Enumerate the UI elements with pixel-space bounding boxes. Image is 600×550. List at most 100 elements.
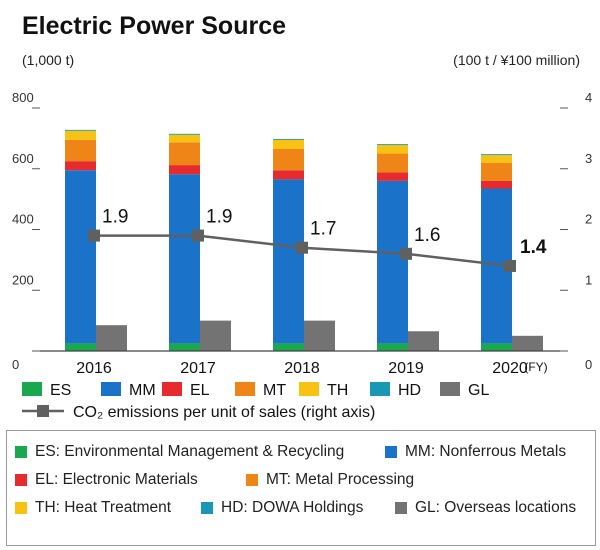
bar-segment-el-2018 [273,170,304,180]
legend-label-el: EL [190,382,210,399]
co2-value-label: 1.6 [414,225,440,246]
x-tick-label: 2017 [180,360,216,377]
key-item-mm: MM: Nonferrous Metals [385,443,566,461]
bar-segment-th-2017 [169,134,200,143]
bar-gl-2017 [200,320,231,351]
key-item-th: TH: Heat Treatment [15,499,171,517]
bar-gl-2018 [304,320,335,351]
co2-value-label: 1.7 [310,219,336,240]
co2-value-label: 1.4 [520,237,547,258]
left-tick-label: 600 [12,151,34,166]
bar-segment-th-2019 [377,145,408,154]
legend-label-gl: GL [468,382,489,399]
legend-swatch-mt [235,382,255,396]
bar-segment-th-2016 [65,130,96,140]
bar-segment-el-2020 [481,180,512,189]
right-tick-label: 3 [585,151,592,166]
legend-swatch-hd [370,382,390,396]
bar-segment-th-2020 [481,155,512,163]
right-axis-unit: (100 t / ¥100 million) [453,52,580,68]
bar-segment-el-2019 [377,172,408,181]
right-tick-label: 1 [585,272,592,287]
key-item-hd: HD: DOWA Holdings [201,499,363,517]
bar-segment-es-2020 [481,343,512,351]
key-item-es: ES: Environmental Management & Recycling [15,443,344,461]
co2-value-label: 1.9 [102,207,128,228]
legend-label-mt: MT [263,382,286,399]
right-tick-label: 2 [585,212,592,227]
bar-segment-mm-2016 [65,170,96,344]
x-tick-label: 2019 [388,360,424,377]
legend-label-hd: HD [398,382,421,399]
key-item-mt: MT: Metal Processing [246,471,414,489]
bar-segment-mt-2017 [169,142,200,166]
bar-segment-es-2016 [65,343,96,351]
bar-segment-el-2017 [169,165,200,175]
bar-segment-hd-2017 [169,133,200,135]
left-axis-unit: (1,000 t) [22,52,75,68]
co2-point-2019 [400,247,412,260]
bar-segment-hd-2019 [377,144,408,146]
bar-segment-hd-2020 [481,154,512,156]
bar-segment-th-2018 [273,139,304,150]
bar-gl-2019 [408,331,439,351]
bar-segment-hd-2018 [273,138,304,140]
key-item-gl: GL: Overseas locations [395,499,576,517]
key-swatch-el [15,474,27,486]
bar-gl-2016 [96,325,127,351]
key-swatch-th [15,502,27,514]
bar-segment-mt-2020 [481,162,512,181]
legend-swatch-gl [440,382,460,396]
left-tick-label: 400 [12,212,34,227]
right-tick-label: 0 [585,357,592,372]
bar-segment-mt-2019 [377,153,408,173]
bar-segment-es-2018 [273,343,304,351]
key-label-es: ES: Environmental Management & Recycling [35,443,345,460]
key-label-mm: MM: Nonferrous Metals [405,443,567,460]
x-tick-label: 2020 [492,360,528,377]
x-tick-label: 2016 [76,360,112,377]
legend-line-marker [37,405,49,417]
key-label-gl: GL: Overseas locations [415,499,577,516]
x-axis-fy-label: (FY) [524,360,547,374]
legend-swatch-el [162,382,182,396]
key-item-el: EL: Electronic Materials [15,471,198,489]
key-swatch-mm [385,446,397,458]
bar-segment-es-2017 [169,343,200,351]
right-tick-label: 4 [585,90,592,105]
legend-swatch-es [22,382,42,396]
key-label-mt: MT: Metal Processing [266,471,415,488]
bar-segment-mm-2018 [273,179,304,344]
key-swatch-hd [201,502,213,514]
key-label-hd: HD: DOWA Holdings [221,499,364,516]
key-label-th: TH: Heat Treatment [35,499,172,516]
key-swatch-es [15,446,27,458]
key-swatch-gl [395,502,407,514]
left-tick-label: 0 [12,357,19,372]
legend-label-th: TH [327,382,348,399]
co2-point-2020 [504,259,516,272]
x-tick-label: 2018 [284,360,320,377]
bar-segment-mt-2018 [273,149,304,171]
chart-title: Electric Power Source [22,12,287,40]
legend-label-mm: MM [129,382,156,399]
series-key-box: ES: Environmental Management & Recycling… [6,430,596,546]
left-tick-label: 200 [12,272,34,287]
legend-swatch-th [299,382,319,396]
bar-segment-hd-2016 [65,129,96,131]
left-tick-label: 800 [12,90,34,105]
key-label-el: EL: Electronic Materials [35,471,198,488]
co2-point-2016 [88,229,100,242]
bar-segment-es-2019 [377,343,408,351]
key-swatch-mt [246,474,258,486]
bar-segment-mm-2019 [377,180,408,344]
bar-segment-el-2016 [65,161,96,171]
bar-segment-mm-2017 [169,174,200,344]
bar-segment-mt-2016 [65,139,96,162]
chart-canvas: 0 200 400 600 800 0 1 2 3 4 2016 2017 2018 2019 2020(F… [12,90,592,421]
co2-point-2017 [192,229,204,242]
legend-label-es: ES [50,382,71,399]
legend-swatch-mm [101,382,121,396]
co2-value-label: 1.9 [206,207,232,228]
legend-line-label: CO₂ emissions per unit of sales (right a… [73,404,375,421]
